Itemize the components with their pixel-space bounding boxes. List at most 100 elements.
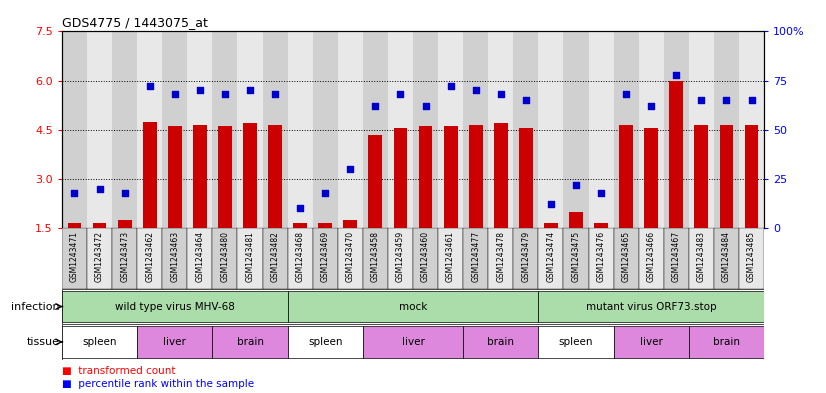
Bar (62, 326, 137, 358)
Bar (494, 123, 508, 228)
Bar (363, 326, 463, 358)
Bar (137, 326, 212, 358)
Text: GSM1243466: GSM1243466 (647, 231, 656, 282)
Point (268, 91, 282, 97)
Bar (243, 123, 257, 228)
Text: GSM1243461: GSM1243461 (446, 231, 455, 282)
Text: GSM1243462: GSM1243462 (145, 231, 154, 282)
Bar (338, 228, 363, 289)
Bar (744, 125, 758, 228)
Bar (594, 223, 608, 228)
Point (695, 97, 708, 103)
Bar (644, 128, 658, 228)
Text: GSM1243471: GSM1243471 (70, 231, 79, 282)
Bar (263, 228, 287, 289)
Point (745, 97, 758, 103)
Bar (338, 31, 363, 228)
Bar (539, 228, 563, 289)
Point (118, 189, 131, 196)
Bar (438, 228, 463, 289)
Bar (588, 228, 614, 289)
Bar (714, 31, 739, 228)
Bar (488, 228, 513, 289)
Bar (118, 220, 131, 228)
Point (193, 87, 206, 94)
Point (544, 201, 558, 208)
Point (394, 91, 407, 97)
Bar (218, 127, 232, 228)
Bar (664, 228, 689, 289)
Bar (193, 125, 206, 228)
Text: GDS4775 / 1443075_at: GDS4775 / 1443075_at (62, 16, 208, 29)
Text: ■  percentile rank within the sample: ■ percentile rank within the sample (62, 379, 254, 389)
Bar (519, 128, 533, 228)
Point (143, 83, 156, 90)
Bar (68, 223, 82, 228)
Bar (143, 121, 157, 228)
Point (368, 103, 382, 109)
Bar (263, 31, 287, 228)
Text: GSM1243473: GSM1243473 (120, 231, 129, 282)
Bar (388, 31, 413, 228)
Text: GSM1243475: GSM1243475 (572, 231, 581, 282)
Bar (669, 81, 683, 228)
Bar (664, 31, 689, 228)
Bar (513, 228, 539, 289)
Text: GSM1243464: GSM1243464 (196, 231, 204, 282)
Text: spleen: spleen (83, 337, 116, 347)
Bar (388, 228, 413, 289)
Bar (689, 31, 714, 228)
Text: GSM1243478: GSM1243478 (496, 231, 506, 282)
Text: liver: liver (164, 337, 186, 347)
Bar (614, 326, 689, 358)
Point (494, 91, 507, 97)
Point (293, 205, 306, 211)
Bar (238, 31, 263, 228)
Text: GSM1243477: GSM1243477 (471, 231, 480, 282)
Point (93, 185, 107, 192)
Text: GSM1243459: GSM1243459 (396, 231, 405, 282)
Bar (268, 125, 282, 228)
Bar (438, 31, 463, 228)
Bar (62, 228, 87, 289)
Text: tissue: tissue (26, 337, 59, 347)
Bar (563, 31, 588, 228)
Bar (469, 125, 482, 228)
Bar (539, 290, 764, 322)
Bar (162, 228, 188, 289)
Bar (463, 228, 488, 289)
Point (419, 103, 432, 109)
Text: GSM1243470: GSM1243470 (346, 231, 355, 282)
Bar (695, 125, 708, 228)
Bar (168, 127, 182, 228)
Bar (569, 211, 583, 228)
Bar (93, 223, 107, 228)
Point (719, 97, 733, 103)
Bar (188, 31, 212, 228)
Text: brain: brain (236, 337, 263, 347)
Bar (287, 290, 539, 322)
Bar (62, 31, 87, 228)
Text: spleen: spleen (308, 337, 343, 347)
Bar (137, 31, 162, 228)
Text: GSM1243465: GSM1243465 (622, 231, 630, 282)
Bar (188, 228, 212, 289)
Bar (87, 228, 112, 289)
Bar (638, 228, 664, 289)
Text: GSM1243480: GSM1243480 (221, 231, 230, 282)
Text: GSM1243484: GSM1243484 (722, 231, 731, 282)
Bar (287, 31, 313, 228)
Bar (463, 31, 488, 228)
Bar (444, 127, 458, 228)
Text: brain: brain (487, 337, 515, 347)
Text: GSM1243463: GSM1243463 (170, 231, 179, 282)
Bar (212, 228, 238, 289)
Bar (212, 326, 287, 358)
Bar (689, 228, 714, 289)
Text: GSM1243467: GSM1243467 (672, 231, 681, 282)
Text: mock: mock (399, 301, 427, 312)
Bar (368, 135, 382, 228)
Text: GSM1243482: GSM1243482 (271, 231, 279, 282)
Point (520, 97, 533, 103)
Bar (419, 127, 433, 228)
